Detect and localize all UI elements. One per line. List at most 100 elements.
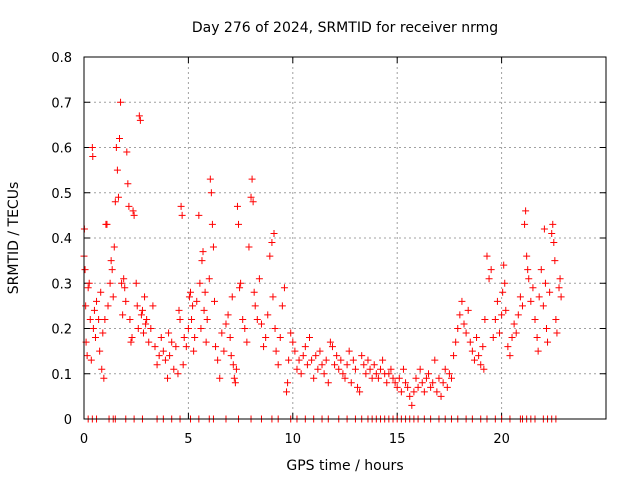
- data-point: [521, 220, 529, 228]
- y-tick-label: 0.5: [51, 187, 72, 202]
- data-point: [362, 370, 370, 378]
- data-point: [239, 315, 247, 323]
- data-point: [264, 311, 272, 319]
- data-point: [224, 311, 232, 319]
- data-point: [354, 383, 362, 391]
- data-point: [229, 361, 237, 369]
- data-point: [262, 334, 270, 342]
- data-point: [247, 193, 255, 201]
- data-point: [236, 284, 244, 292]
- data-point: [130, 211, 138, 219]
- data-point: [182, 343, 190, 351]
- data-point: [253, 315, 261, 323]
- data-point: [220, 347, 228, 355]
- data-point: [206, 175, 214, 183]
- data-point: [404, 383, 412, 391]
- data-point: [383, 379, 391, 387]
- data-point: [168, 338, 176, 346]
- data-point: [128, 334, 136, 342]
- data-point: [245, 243, 253, 251]
- data-point: [496, 329, 504, 337]
- y-tick-label: 0.4: [51, 232, 72, 247]
- data-point: [208, 220, 216, 228]
- data-point: [276, 334, 284, 342]
- data-point: [141, 293, 149, 301]
- data-point: [499, 288, 507, 296]
- data-point: [416, 365, 424, 373]
- data-point: [114, 193, 122, 201]
- data-point: [199, 248, 207, 256]
- data-point: [90, 306, 98, 314]
- data-point: [177, 202, 185, 210]
- y-tick-label: 0.6: [51, 142, 72, 157]
- data-point: [175, 306, 183, 314]
- data-point: [328, 343, 336, 351]
- data-point: [287, 329, 295, 337]
- data-point: [216, 374, 224, 382]
- data-point: [533, 334, 541, 342]
- data-point: [249, 198, 257, 206]
- data-point: [269, 293, 277, 301]
- data-point: [541, 279, 549, 287]
- data-point: [243, 338, 251, 346]
- y-tick-label: 0: [64, 413, 72, 428]
- data-point: [525, 275, 533, 283]
- y-tick-label: 0.1: [51, 368, 72, 383]
- data-point: [414, 383, 422, 391]
- x-tick-label: 20: [493, 432, 510, 447]
- data-point: [422, 374, 430, 382]
- data-point: [368, 374, 376, 382]
- data-point: [393, 383, 401, 391]
- data-point: [508, 334, 516, 342]
- data-point: [81, 266, 89, 274]
- data-point: [308, 356, 316, 364]
- data-point: [555, 284, 563, 292]
- data-point: [412, 374, 420, 382]
- data-point: [121, 284, 129, 292]
- data-point: [475, 352, 483, 360]
- data-point: [314, 365, 322, 373]
- data-point: [207, 189, 215, 197]
- data-point: [142, 320, 150, 328]
- y-tick-labels: 0 0.1 0.2 0.3 0.4 0.5 0.6 0.7 0.8: [51, 51, 72, 428]
- data-point: [260, 343, 268, 351]
- data-point: [250, 288, 258, 296]
- data-point: [481, 315, 489, 323]
- data-point: [408, 401, 416, 409]
- data-point: [447, 374, 455, 382]
- data-point: [165, 329, 173, 337]
- data-point: [212, 343, 220, 351]
- data-point: [270, 229, 278, 237]
- data-point: [493, 297, 501, 305]
- data-point: [537, 266, 545, 274]
- data-point: [324, 379, 332, 387]
- data-point: [339, 370, 347, 378]
- data-point: [343, 361, 351, 369]
- data-point: [178, 211, 186, 219]
- data-point: [429, 379, 437, 387]
- data-point: [531, 315, 539, 323]
- data-point: [372, 370, 380, 378]
- data-point: [310, 374, 318, 382]
- data-point: [284, 379, 292, 387]
- data-point: [341, 374, 349, 382]
- data-point: [527, 297, 535, 305]
- data-point: [320, 370, 328, 378]
- data-point: [103, 220, 111, 228]
- data-point: [289, 338, 297, 346]
- data-point: [544, 338, 552, 346]
- data-point: [483, 252, 491, 260]
- data-point: [529, 284, 537, 292]
- data-point: [166, 352, 174, 360]
- data-point: [137, 311, 145, 319]
- data-point: [266, 252, 274, 260]
- data-point: [115, 134, 123, 142]
- data-point: [170, 365, 178, 373]
- data-point: [549, 220, 557, 228]
- data-point: [502, 306, 510, 314]
- data-point: [366, 365, 374, 373]
- data-point: [358, 352, 366, 360]
- data-point: [104, 302, 112, 310]
- data-point: [91, 334, 99, 342]
- data-point: [176, 315, 184, 323]
